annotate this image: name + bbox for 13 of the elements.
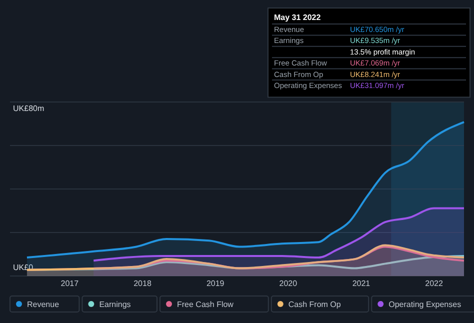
legend-label: Operating Expenses <box>388 300 462 309</box>
x-tick-label: 2018 <box>134 279 152 288</box>
x-tick-label: 2017 <box>60 279 80 288</box>
legend-label: Revenue <box>27 300 60 309</box>
x-tick-label: 2020 <box>279 279 298 288</box>
text: UK£80m <box>13 104 44 113</box>
x-tick-label: 2019 <box>206 279 225 288</box>
legend-label: Free Cash Flow <box>177 300 234 309</box>
x-tick-label: 2021 <box>352 279 371 288</box>
legend-label: Cash From Op <box>288 300 342 309</box>
legend-label: Earnings <box>99 300 131 309</box>
text: May 31 2022 <box>274 13 322 22</box>
x-tick-label: 2022 <box>425 279 444 288</box>
